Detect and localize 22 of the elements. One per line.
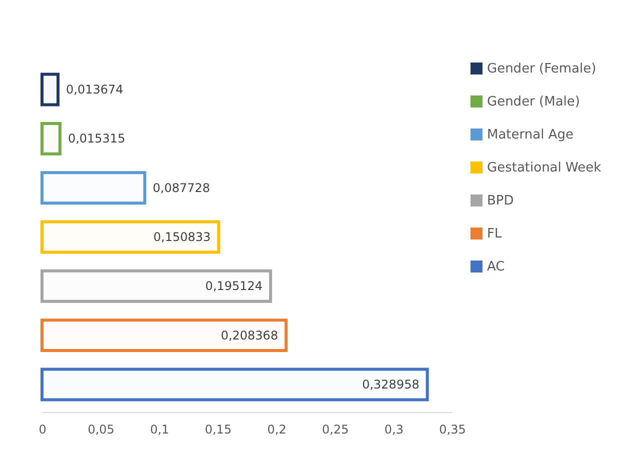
legend-label: AC [487, 260, 505, 274]
legend-label: Maternal Age [487, 128, 574, 142]
legend-label: Gestational Week [487, 160, 602, 176]
legend-label: FL [487, 226, 502, 242]
x-tick-label: 0,25 [322, 422, 349, 436]
data-label: 0,195124 [205, 279, 263, 294]
data-label: 0,013674 [66, 82, 124, 97]
x-tick-label: 0,05 [88, 422, 114, 436]
x-tick-label: 0,2 [267, 422, 286, 436]
data-label: 0,208368 [220, 328, 278, 342]
data-label: 0,328958 [362, 377, 420, 392]
data-label: 0,150833 [153, 230, 211, 244]
legend-label: Gender (Male) [487, 94, 580, 110]
x-tick-label: 0 [38, 422, 46, 436]
x-tick-label: 0,3 [384, 422, 404, 436]
data-label: 0,015315 [68, 132, 126, 146]
x-tick-label: 0,15 [204, 422, 232, 436]
data-label: 0,087728 [152, 180, 210, 195]
legend-label: Gender (Female) [487, 62, 596, 76]
x-tick-label: 0,35 [439, 422, 466, 436]
x-tick-label: 0,1 [150, 422, 170, 436]
legend-label: BPD [487, 194, 514, 208]
